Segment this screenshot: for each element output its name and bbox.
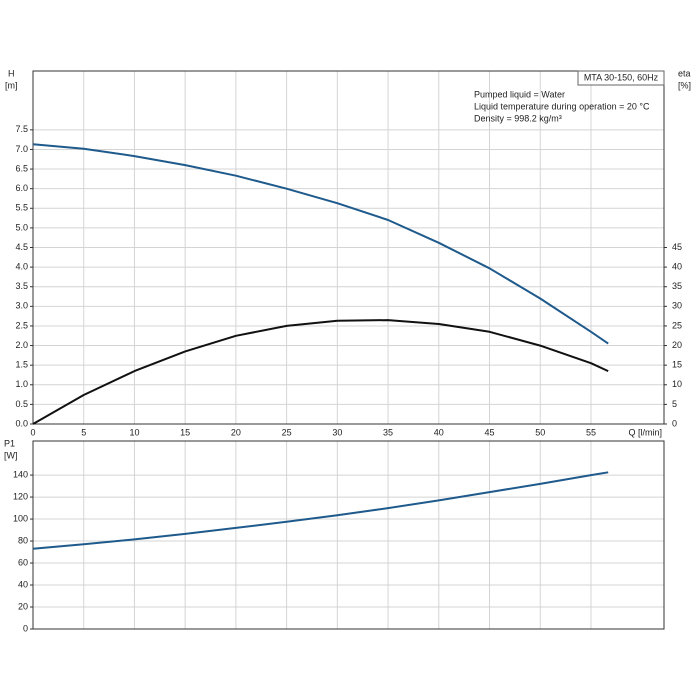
y-tick-label: 60 (18, 557, 28, 567)
y2-tick-label: 15 (672, 360, 682, 370)
annotation: Pumped liquid = Water (474, 89, 565, 99)
y-tick-label: 2.5 (15, 320, 28, 330)
x-tick-label: 15 (180, 427, 190, 437)
x-tick-label: 35 (383, 427, 393, 437)
y2-tick-label: 0 (672, 418, 677, 428)
x-tick-label: 30 (332, 427, 342, 437)
plot-frame (32, 70, 665, 425)
y-tick-label: 0.0 (15, 418, 28, 428)
y-tick-label: 1.0 (15, 379, 28, 389)
x-tick-label: 20 (231, 427, 241, 437)
y-axis-label: P1 (4, 438, 15, 448)
y-tick-label: 1.5 (15, 360, 28, 370)
y-tick-label: 6.5 (15, 163, 28, 173)
y2-tick-label: 25 (672, 320, 682, 330)
y-tick-label: 2.0 (15, 340, 28, 350)
x-tick-label: 25 (282, 427, 292, 437)
y-tick-label: 80 (18, 535, 28, 545)
y-tick-label: 4.0 (15, 261, 28, 271)
y-axis-unit: [m] (5, 80, 18, 90)
y-axis-unit: [W] (4, 450, 18, 460)
x-tick-label: 50 (535, 427, 545, 437)
x-axis-label: Q [l/min] (628, 427, 662, 437)
plot-frame (32, 440, 665, 630)
x-tick-label: 55 (586, 427, 596, 437)
y-tick-label: 5.0 (15, 222, 28, 232)
y-tick-label: 20 (18, 601, 28, 611)
y2-axis-label: eta (678, 68, 691, 78)
x-tick-label: 40 (434, 427, 444, 437)
y2-tick-label: 10 (672, 379, 682, 389)
annotation: Density = 998.2 kg/m³ (474, 113, 562, 123)
y-tick-label: 6.0 (15, 183, 28, 193)
x-tick-label: 10 (129, 427, 139, 437)
y-tick-label: 3.0 (15, 301, 28, 311)
y2-tick-label: 35 (672, 281, 682, 291)
y2-axis-unit: [%] (678, 80, 691, 90)
y-axis-label: H (8, 68, 15, 78)
y-tick-label: 0.5 (15, 399, 28, 409)
legend-box (577, 70, 665, 86)
y-tick-label: 120 (13, 491, 28, 501)
annotation: Liquid temperature during operation = 20… (474, 101, 650, 111)
y-tick-label: 100 (13, 513, 28, 523)
curve (32, 471, 609, 550)
y-tick-label: 4.5 (15, 242, 28, 252)
y-tick-label: 0 (23, 623, 28, 633)
y-tick-label: 40 (18, 579, 28, 589)
y2-tick-label: 45 (672, 242, 682, 252)
y-tick-label: 7.5 (15, 124, 28, 134)
x-tick-label: 0 (30, 427, 35, 437)
y2-tick-label: 40 (672, 261, 682, 271)
x-tick-label: 45 (485, 427, 495, 437)
y-tick-label: 5.5 (15, 203, 28, 213)
x-tick-label: 5 (81, 427, 86, 437)
y-tick-label: 7.0 (15, 144, 28, 154)
curve (32, 143, 609, 345)
y-tick-label: 3.5 (15, 281, 28, 291)
legend-box-text: MTA 30-150, 60Hz (584, 72, 659, 82)
y2-tick-label: 5 (672, 399, 677, 409)
y2-tick-label: 20 (672, 340, 682, 350)
y-tick-label: 140 (13, 469, 28, 479)
curve (32, 319, 609, 425)
y2-tick-label: 30 (672, 301, 682, 311)
